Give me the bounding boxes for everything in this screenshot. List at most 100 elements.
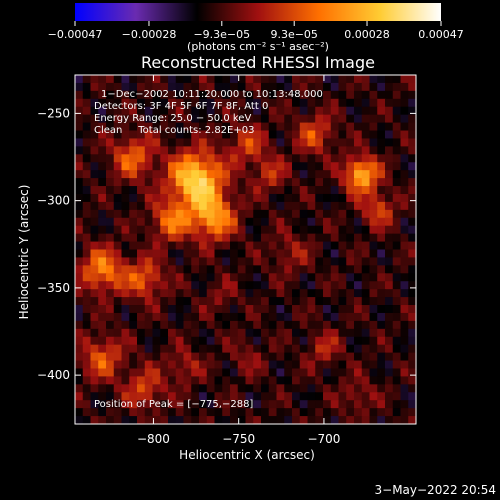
heatmap-cell [152, 154, 161, 163]
heatmap-cell [408, 162, 416, 171]
heatmap-cell [121, 138, 130, 147]
heatmap-cell [377, 273, 386, 282]
annotation-time-range: 1−Dec−2002 10:11:20.000 to 10:13:48.000 [101, 89, 323, 100]
heatmap-cell [222, 162, 231, 171]
heatmap-cell [129, 90, 138, 100]
heatmap-cell [137, 241, 146, 251]
heatmap-cell [90, 186, 99, 195]
heatmap-cell [160, 257, 169, 266]
heatmap-cell [175, 336, 185, 346]
heatmap-cell [338, 75, 347, 84]
heatmap-cell [121, 217, 130, 227]
heatmap-cell [307, 90, 316, 100]
heatmap-cell [385, 170, 394, 179]
heatmap-cell [385, 138, 394, 147]
heatmap-cell [354, 130, 363, 140]
heatmap-cell [168, 90, 177, 100]
heatmap-cell [330, 376, 340, 385]
heatmap-cell [214, 138, 223, 147]
heatmap-cell [222, 241, 231, 251]
heatmap-cell [160, 217, 169, 227]
heatmap-cell [206, 75, 216, 84]
heatmap-cell [129, 384, 138, 393]
heatmap-cell [400, 336, 409, 346]
heatmap-cell [323, 241, 332, 251]
heatmap-cell [346, 225, 355, 235]
heatmap-cell [90, 400, 99, 409]
heatmap-cell [315, 281, 324, 290]
heatmap-cell [214, 233, 223, 243]
heatmap-cell [338, 352, 347, 362]
heatmap-cell [137, 352, 146, 362]
heatmap-cell [206, 106, 216, 116]
heatmap-cell [323, 146, 332, 155]
heatmap-cell [268, 368, 278, 378]
heatmap-cell [245, 233, 254, 243]
heatmap-cell [113, 257, 123, 266]
heatmap-cell [377, 82, 386, 92]
heatmap-cell [160, 360, 169, 370]
heatmap-cell [183, 249, 192, 259]
heatmap-cell [385, 217, 394, 227]
heatmap-cell [121, 273, 130, 282]
heatmap-cell [377, 178, 386, 187]
heatmap-cell [175, 209, 185, 219]
heatmap-cell [230, 75, 239, 84]
heatmap-cell [276, 368, 285, 378]
heatmap-cell [268, 360, 278, 370]
heatmap-cell [253, 82, 262, 92]
heatmap-cell [307, 400, 316, 409]
heatmap-cell [183, 392, 192, 401]
heatmap-cell [299, 320, 309, 330]
heatmap-cell [245, 201, 254, 211]
heatmap-cell [98, 344, 107, 354]
heatmap-cell [191, 352, 200, 362]
heatmap-cell [369, 257, 378, 266]
heatmap-cell [400, 352, 409, 362]
heatmap-cell [82, 225, 92, 235]
heatmap-cell [307, 384, 316, 393]
heatmap-cell [284, 328, 293, 338]
heatmap-cell [299, 400, 309, 409]
heatmap-cell [191, 344, 200, 354]
heatmap-cell [121, 82, 130, 92]
heatmap-cell [121, 368, 130, 378]
heatmap-cell [253, 265, 262, 274]
heatmap-cell [90, 281, 99, 290]
heatmap-cell [113, 233, 123, 243]
heatmap-cell [299, 130, 309, 140]
heatmap-cell [129, 297, 138, 306]
heatmap-cell [307, 408, 316, 417]
heatmap-cell [121, 408, 130, 417]
heatmap-cell [113, 201, 123, 211]
heatmap-cell [237, 201, 247, 211]
heatmap-cell [214, 82, 223, 92]
heatmap-cell [369, 201, 378, 211]
heatmap-cell [338, 217, 347, 227]
heatmap-cell [137, 186, 146, 195]
heatmap-cell [361, 289, 371, 298]
heatmap-cell [82, 241, 92, 251]
heatmap-cell [90, 328, 99, 338]
heatmap-cell [183, 328, 192, 338]
heatmap-cell [307, 122, 316, 132]
heatmap-cell [354, 233, 363, 243]
heatmap-cell [121, 328, 130, 338]
heatmap-cell [307, 392, 316, 401]
heatmap-cell [377, 154, 386, 163]
heatmap-cell [222, 154, 231, 163]
heatmap-cell [90, 122, 99, 132]
heatmap-cell [408, 360, 416, 370]
heatmap-cell [82, 193, 92, 203]
heatmap-cell [191, 114, 200, 124]
heatmap-cell [98, 297, 107, 306]
heatmap-cell [98, 336, 107, 346]
heatmap-cell [330, 178, 340, 187]
heatmap-cell [121, 360, 130, 370]
heatmap-cell [292, 138, 301, 147]
heatmap-cell [284, 320, 293, 330]
heatmap-cell [392, 257, 402, 266]
heatmap-cell [160, 305, 169, 314]
heatmap-cell [292, 376, 301, 385]
heatmap-cell [385, 146, 394, 155]
